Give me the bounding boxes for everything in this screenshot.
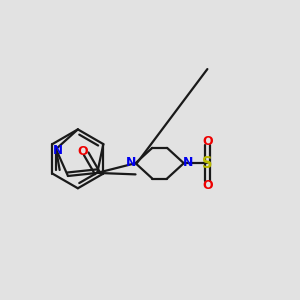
Text: S: S (202, 156, 213, 171)
Text: N: N (52, 144, 62, 157)
Text: O: O (77, 145, 88, 158)
Text: O: O (202, 179, 213, 192)
Text: N: N (183, 156, 193, 169)
Text: O: O (202, 135, 213, 148)
Text: N: N (126, 156, 136, 169)
